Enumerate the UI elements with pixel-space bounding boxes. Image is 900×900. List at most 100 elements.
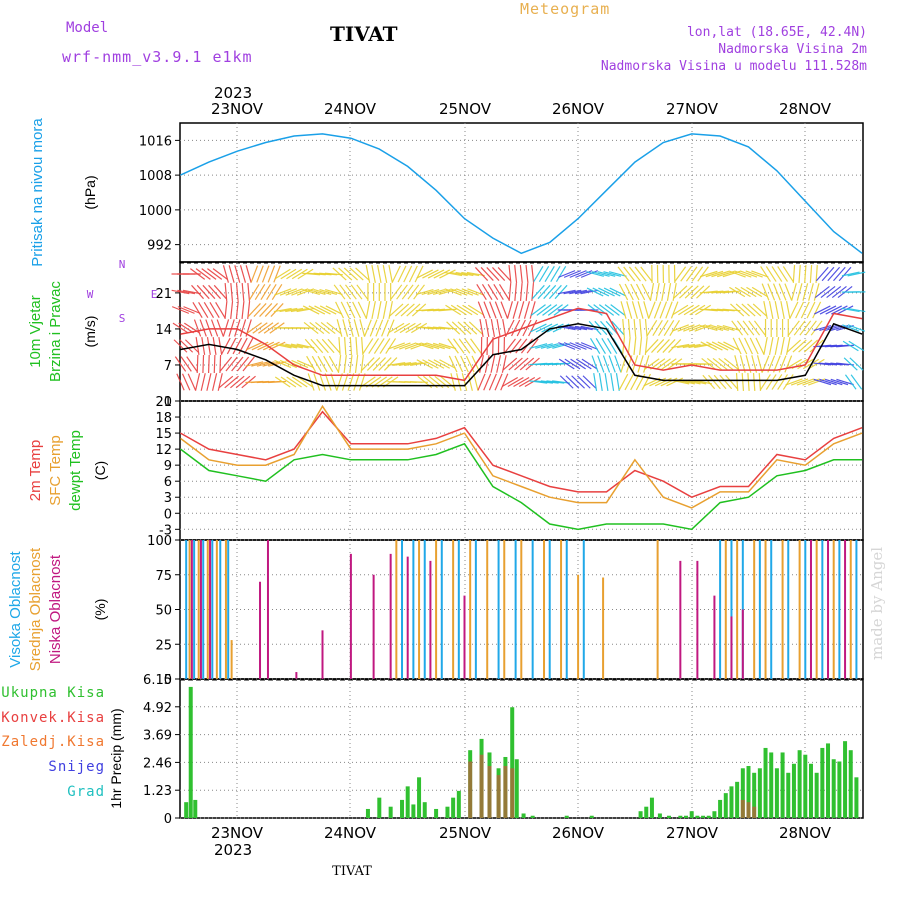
wind-barb xyxy=(249,284,260,300)
top-date-label: 23NOV xyxy=(211,100,264,118)
wind-barb xyxy=(543,284,557,300)
wind-barb xyxy=(643,301,650,319)
pressure-unit: (hPa) xyxy=(82,175,98,209)
wind-barb xyxy=(235,300,239,320)
wind-barb xyxy=(847,324,866,332)
wind-barb xyxy=(355,267,370,281)
wind-barb xyxy=(323,355,334,373)
precip-bar xyxy=(854,777,859,818)
wind-barb xyxy=(217,373,223,391)
top-date-label: 27NOV xyxy=(666,100,719,118)
wind-barb xyxy=(444,288,462,296)
wind-barb xyxy=(672,304,689,316)
wind-barb xyxy=(433,269,451,279)
wind-barb xyxy=(500,301,509,319)
wind-barb xyxy=(467,373,473,391)
wind-barb xyxy=(438,342,457,350)
precip-bar xyxy=(530,815,535,818)
wind-barb xyxy=(804,264,807,284)
wind-barb xyxy=(330,373,338,391)
wind-barb xyxy=(291,359,309,369)
precip-bar xyxy=(564,815,569,818)
precip-legend-label-4: Grad xyxy=(67,784,105,800)
wind-barb xyxy=(516,319,526,337)
wind-barb xyxy=(376,301,382,319)
altitude-label: Nadmorska Visina 2m xyxy=(718,42,867,57)
wind-barb xyxy=(280,376,297,388)
wind-barb xyxy=(654,377,672,387)
wind-barbs xyxy=(171,264,866,392)
precip-bar xyxy=(729,786,734,818)
wind-barb xyxy=(745,270,763,278)
wind-barb xyxy=(580,342,599,350)
wind-barb xyxy=(656,339,670,353)
wind-barb xyxy=(744,337,753,355)
top-date-label: 24NOV xyxy=(324,100,377,118)
wind-barb xyxy=(723,357,739,371)
wind-barb xyxy=(208,284,222,300)
wind-barb xyxy=(490,355,496,373)
wind-barb xyxy=(690,285,705,299)
wind-barb xyxy=(506,301,513,319)
temp-tick-label: 6 xyxy=(164,475,172,490)
precip-bar xyxy=(689,811,694,818)
wind-barb xyxy=(497,267,511,281)
wind-barb xyxy=(427,342,445,350)
wind-barb xyxy=(196,354,199,374)
wind-barb xyxy=(544,265,555,283)
wind-barb xyxy=(226,337,237,355)
wind-barb xyxy=(413,284,425,300)
wind-barb xyxy=(207,354,210,374)
wind-barb xyxy=(785,378,803,386)
wind-barb xyxy=(768,301,774,319)
wind-barb xyxy=(205,319,213,337)
wind-barb xyxy=(376,265,382,283)
wind-barb xyxy=(405,322,422,334)
wind-barb xyxy=(569,289,588,295)
wind-barb xyxy=(798,264,801,284)
wind-barb xyxy=(345,284,357,300)
wind-barb xyxy=(575,270,593,278)
wind-barb xyxy=(191,284,205,300)
wind-barb xyxy=(815,266,829,282)
wind-barb xyxy=(464,338,476,354)
precip-bar xyxy=(746,802,751,818)
precip-bar xyxy=(740,768,745,818)
wind-barb xyxy=(813,324,832,332)
wind-barb xyxy=(623,266,636,282)
wind-barb xyxy=(340,301,350,319)
cloud-tick-label: 100 xyxy=(147,534,172,549)
bottom-year-label: 2023 xyxy=(214,841,252,859)
wind-barb xyxy=(660,377,678,387)
wind-barb xyxy=(735,303,750,317)
wind-barb xyxy=(739,270,758,278)
wind-barb xyxy=(627,318,631,338)
wind-barb xyxy=(286,268,303,280)
wind-barb xyxy=(338,267,353,281)
wind-barb xyxy=(211,373,218,391)
top-date-label: 25NOV xyxy=(439,100,492,118)
wind-barb xyxy=(751,270,769,278)
wind-barb xyxy=(389,303,404,317)
wind-barb xyxy=(177,306,195,314)
model-label: Model xyxy=(66,20,109,36)
wind-barb xyxy=(494,373,503,391)
precip-bar xyxy=(752,806,757,818)
wind-barb xyxy=(178,322,195,334)
wind-barb xyxy=(827,266,841,282)
wind-unit: (m/s) xyxy=(82,316,98,348)
wind-barb xyxy=(455,271,474,277)
wind-barb xyxy=(531,264,535,284)
wind-barb xyxy=(210,319,219,337)
footer-station-label: TIVAT xyxy=(332,864,372,879)
wind-barb xyxy=(324,373,332,391)
wind-barb xyxy=(361,357,375,371)
wind-barb xyxy=(291,268,308,280)
wind-barb xyxy=(479,355,484,373)
wind-barb xyxy=(592,287,610,297)
wind-barb xyxy=(507,376,524,388)
wind-barb xyxy=(198,301,209,319)
precip-bar xyxy=(746,766,751,818)
wind-barb xyxy=(598,287,615,297)
precip-bar xyxy=(848,750,853,818)
